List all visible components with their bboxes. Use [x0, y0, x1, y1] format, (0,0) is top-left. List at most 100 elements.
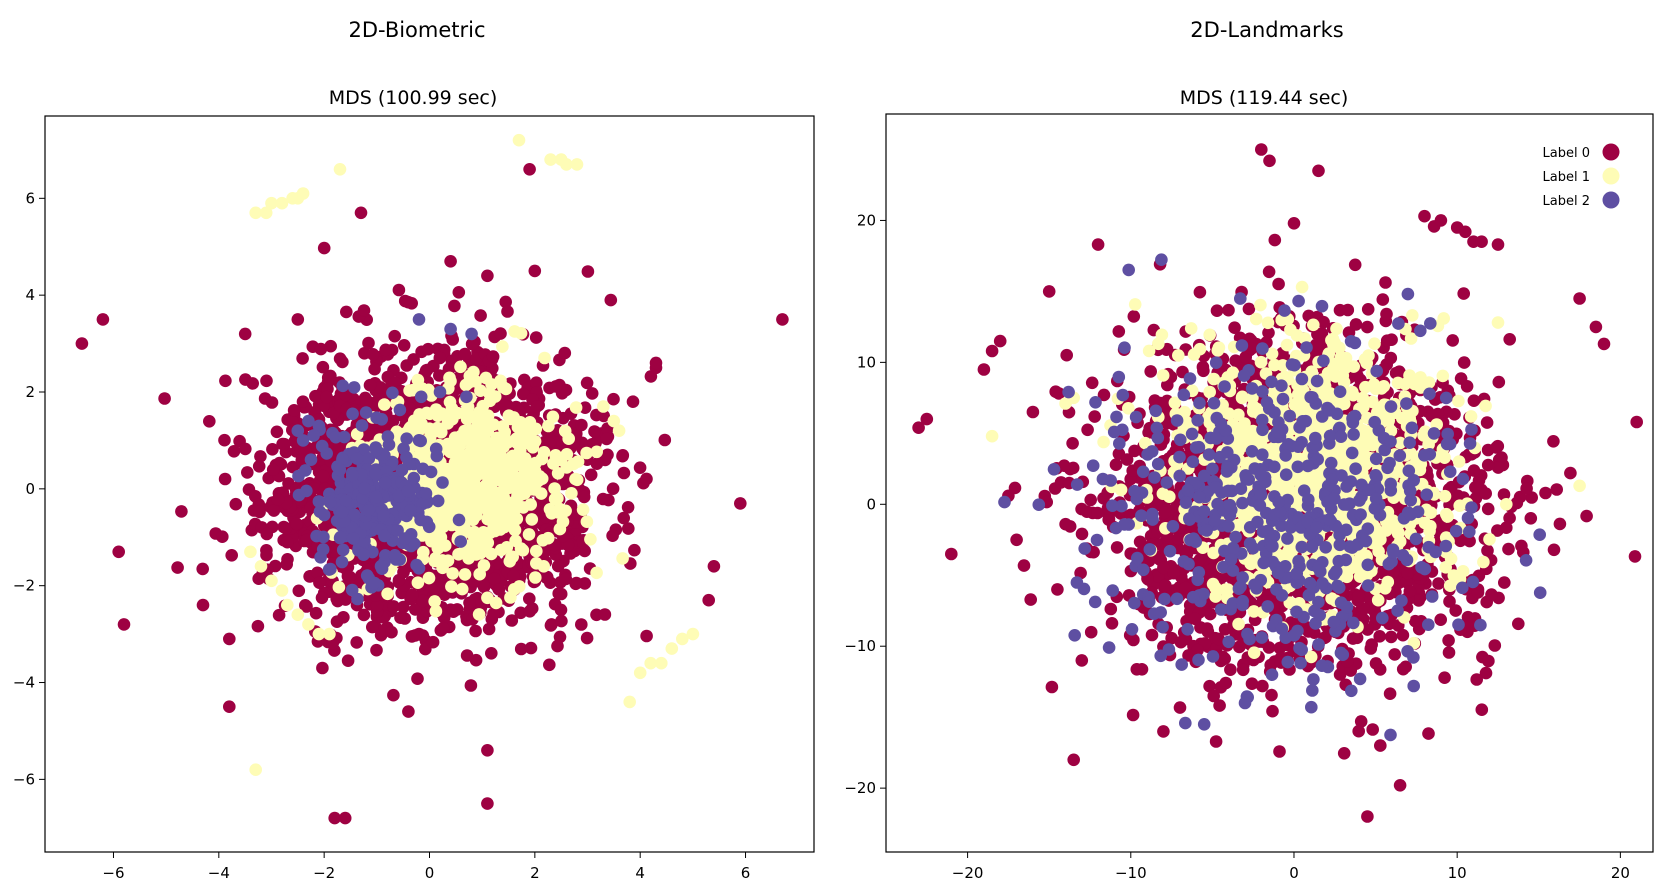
data-point [485, 647, 498, 660]
data-point [497, 500, 510, 513]
data-point [598, 608, 612, 621]
data-point [426, 635, 440, 649]
data-point [481, 744, 494, 757]
data-point [175, 505, 188, 518]
data-point [196, 562, 209, 576]
data-point [551, 491, 564, 505]
data-point [1059, 517, 1072, 531]
data-point [340, 305, 353, 319]
data-point [464, 458, 478, 472]
scatter-points [75, 133, 789, 825]
data-point [541, 531, 555, 545]
data-point [379, 343, 393, 357]
data-point [420, 363, 434, 377]
data-point [1449, 604, 1462, 617]
data-point [580, 631, 594, 645]
panel-biometric: 2D-Biometric MDS (100.99 sec) −6 −4 −2 0 2 4 6… [13, 18, 815, 882]
figure-title: 2D-Landmarks [1190, 18, 1343, 42]
data-point [559, 572, 573, 586]
data-point [606, 482, 620, 496]
data-point [252, 460, 266, 473]
data-point [571, 455, 585, 468]
data-point [633, 461, 647, 475]
data-point [368, 576, 381, 590]
data-point [203, 415, 216, 428]
data-point [314, 342, 328, 356]
data-point [270, 425, 284, 439]
data-point [238, 327, 252, 341]
data-point [1547, 435, 1560, 448]
data-point [307, 429, 320, 442]
data-point [1379, 276, 1392, 289]
data-point [421, 342, 435, 356]
data-point [441, 462, 454, 476]
data-point [300, 484, 313, 498]
data-point [528, 464, 542, 478]
data-point [409, 603, 422, 616]
data-point [471, 417, 485, 431]
data-point [458, 347, 472, 361]
data-point [597, 400, 610, 413]
data-point [1498, 576, 1511, 589]
data-point [1193, 285, 1207, 299]
data-point [444, 322, 457, 336]
data-point [75, 337, 89, 350]
y-tick-label: 4 [25, 286, 35, 304]
data-point [1242, 302, 1256, 316]
data-point [335, 555, 349, 569]
data-point [400, 432, 414, 446]
data-point [317, 530, 330, 544]
data-point [336, 543, 350, 557]
x-tick-label: 6 [741, 864, 751, 882]
data-point [1130, 663, 1144, 676]
data-point [505, 551, 518, 564]
data-point [450, 603, 464, 616]
data-point [316, 469, 330, 483]
data-point [1380, 307, 1393, 321]
data-point [457, 495, 471, 508]
data-point [577, 490, 591, 504]
data-point [454, 429, 468, 443]
data-point [381, 587, 394, 601]
data-point [370, 411, 383, 425]
data-point [393, 403, 407, 417]
data-point [490, 515, 503, 529]
data-point [416, 594, 430, 608]
data-point [313, 576, 326, 589]
data-point [585, 387, 599, 400]
data-point [1081, 423, 1094, 437]
data-point [330, 615, 344, 628]
data-point [702, 593, 715, 607]
data-point [487, 607, 500, 621]
data-point [507, 583, 521, 596]
data-point [271, 493, 285, 506]
data-point [554, 603, 568, 617]
y-tick-label: −4 [13, 674, 35, 692]
data-point [524, 641, 538, 655]
data-point [300, 600, 313, 613]
data-point [249, 763, 262, 776]
data-point [544, 619, 558, 632]
data-point [291, 608, 305, 621]
data-point [481, 591, 494, 605]
data-point [538, 351, 551, 365]
data-point [387, 688, 400, 702]
data-point [432, 506, 446, 519]
data-point [511, 435, 525, 449]
data-point [445, 580, 458, 593]
x-tick-label: −2 [313, 864, 335, 882]
data-point [351, 592, 364, 606]
data-point [395, 463, 409, 477]
data-point [218, 433, 231, 447]
data-point [467, 365, 480, 379]
data-point [649, 356, 663, 370]
data-point [575, 418, 588, 432]
data-point [546, 410, 560, 424]
data-point [1380, 334, 1394, 348]
data-point [477, 559, 491, 572]
data-point [296, 187, 310, 200]
data-point [1564, 466, 1577, 480]
data-point [1384, 351, 1398, 365]
data-point [296, 352, 309, 365]
